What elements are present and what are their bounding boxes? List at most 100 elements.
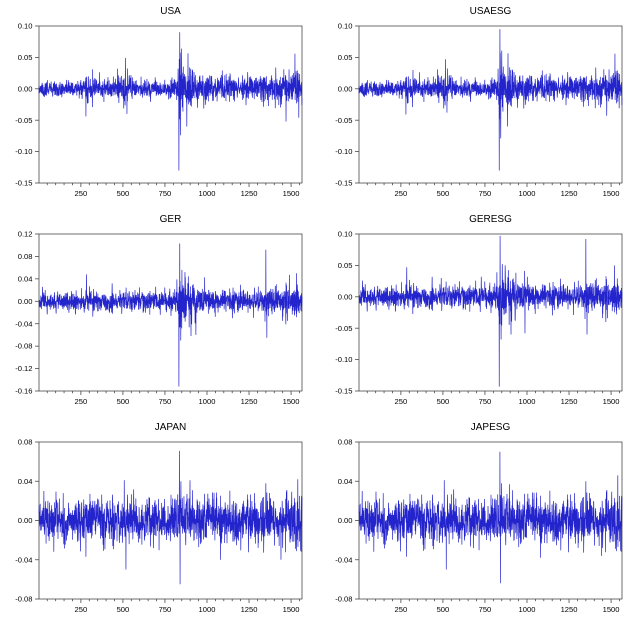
- series-line: [38, 450, 303, 585]
- y-tick-label: 0.10: [337, 22, 352, 31]
- x-tick-label: 1500: [602, 397, 619, 406]
- y-tick-label: 0.08: [18, 438, 33, 447]
- y-tick-label: -0.04: [15, 319, 32, 328]
- panel-ger: GER 0.12 0.08 0.04 0.00 -0.04 -0.08 -0.12 -0.16…: [0, 208, 320, 416]
- x-tick-label: 1000: [518, 605, 535, 614]
- x-tick-label: 750: [478, 397, 491, 406]
- series-line: [358, 451, 622, 584]
- x-tick-label: 250: [394, 605, 407, 614]
- axes-frame: [358, 233, 622, 392]
- x-tick-label: 1500: [283, 189, 300, 198]
- y-tick-label: -0.15: [15, 179, 32, 188]
- y-tick-label: 0.04: [18, 274, 33, 283]
- y-tick-label: -0.12: [15, 364, 32, 373]
- x-tick-label: 1500: [283, 397, 300, 406]
- panel-japesg: JAPESG 0.08 0.04 0.00 -0.04 -0.08 250 500 750 10…: [320, 416, 639, 624]
- chart-japan: JAPAN 0.08 0.04 0.00 -0.04 -0.08 250 500 750 100…: [15, 422, 303, 614]
- x-tick-label: 1500: [602, 605, 619, 614]
- panel-usaesg: USAESG 0.10 0.05 0.00 -0.05 -0.10 -0.15 250 500…: [320, 0, 639, 208]
- y-tick-label: 0.00: [18, 84, 33, 93]
- y-tick-label: 0.04: [18, 477, 33, 486]
- x-tick-label: 500: [117, 397, 130, 406]
- y-tick-label: 0.00: [337, 292, 352, 301]
- x-tick-label: 750: [478, 189, 491, 198]
- x-tick-label: 1250: [241, 397, 258, 406]
- x-tick-label: 1500: [283, 605, 300, 614]
- y-tick-label: 0.05: [18, 53, 33, 62]
- plot-area: 0.08 0.04 0.00 -0.04 -0.08 250 500 750 1000 1250 1…: [335, 438, 622, 614]
- panel-japan: JAPAN 0.08 0.04 0.00 -0.04 -0.08 250 500 750 100…: [0, 416, 320, 624]
- plot-area: 0.12 0.08 0.04 0.00 -0.04 -0.08 -0.12 -0.16 250 5…: [15, 230, 303, 406]
- x-tick-label: 1250: [241, 605, 258, 614]
- x-tick-label: 500: [436, 397, 449, 406]
- y-tick-label: 0.12: [18, 230, 33, 239]
- y-tick-label: 0.00: [18, 297, 33, 306]
- y-tick-label: 0.08: [18, 252, 33, 261]
- x-tick-label: 1000: [518, 397, 535, 406]
- y-tick-label: -0.10: [335, 355, 352, 364]
- chart-usaesg: USAESG 0.10 0.05 0.00 -0.05 -0.10 -0.15 250 500…: [335, 6, 622, 198]
- x-tick-label: 1250: [560, 189, 577, 198]
- x-tick-label: 750: [159, 605, 172, 614]
- x-tick-label: 500: [117, 189, 130, 198]
- plot-area: 0.10 0.05 0.00 -0.05 -0.10 -0.15 250 500 750 1000…: [335, 230, 622, 406]
- x-tick-label: 1000: [199, 605, 216, 614]
- x-tick-label: 250: [394, 397, 407, 406]
- axes-frame: [38, 25, 303, 184]
- chart-geresg: GERESG 0.10 0.05 0.00 -0.05 -0.10 -0.15 250 500…: [335, 214, 622, 406]
- chart-ger: GER 0.12 0.08 0.04 0.00 -0.04 -0.08 -0.12 -0.16…: [15, 214, 303, 406]
- y-tick-label: 0.04: [337, 477, 352, 486]
- y-tick-label: -0.15: [335, 387, 352, 396]
- axes-frame: [38, 233, 303, 392]
- y-tick-label: -0.10: [335, 147, 352, 156]
- y-tick-label: -0.08: [15, 595, 32, 604]
- chart-title: GERESG: [469, 214, 512, 225]
- y-tick-label: 0.00: [337, 84, 352, 93]
- x-tick-label: 1250: [560, 397, 577, 406]
- chart-japesg: JAPESG 0.08 0.04 0.00 -0.04 -0.08 250 500 750 10…: [335, 422, 622, 614]
- x-tick-label: 1250: [241, 189, 258, 198]
- series-line: [358, 235, 622, 387]
- plot-area: 0.10 0.05 0.00 -0.05 -0.10 -0.15 250 500 750 1000…: [335, 22, 622, 198]
- chart-title: JAPAN: [155, 422, 187, 433]
- x-tick-label: 750: [159, 397, 172, 406]
- x-tick-label: 750: [159, 189, 172, 198]
- chart-title: JAPESG: [470, 422, 510, 433]
- y-tick-label: 0.05: [337, 53, 352, 62]
- y-tick-label: 0.00: [18, 516, 33, 525]
- x-tick-label: 250: [75, 189, 88, 198]
- y-tick-label: -0.16: [15, 387, 32, 396]
- series-line: [358, 29, 622, 171]
- y-tick-label: 0.10: [337, 230, 352, 239]
- y-tick-label: -0.05: [15, 116, 32, 125]
- x-tick-label: 250: [75, 605, 88, 614]
- y-tick-label: -0.08: [335, 595, 352, 604]
- y-tick-label: -0.04: [335, 555, 352, 564]
- y-tick-label: 0.10: [18, 22, 33, 31]
- axes-frame: [358, 25, 622, 184]
- y-tick-label: -0.10: [15, 147, 32, 156]
- series-line: [38, 32, 303, 171]
- panel-usa: USA 0.10 0.05 0.00 -0.05 -0.10 -0.15 250 500 750…: [0, 0, 320, 208]
- chart-usa: USA 0.10 0.05 0.00 -0.05 -0.10 -0.15 250 500 750…: [15, 6, 303, 198]
- plot-area: 0.08 0.04 0.00 -0.04 -0.08 250 500 750 1000 1250 1…: [15, 438, 303, 614]
- x-tick-label: 500: [117, 605, 130, 614]
- chart-title: GER: [160, 214, 182, 225]
- x-tick-label: 250: [394, 189, 407, 198]
- y-tick-label: 0.00: [337, 516, 352, 525]
- x-tick-label: 500: [436, 605, 449, 614]
- x-tick-label: 250: [75, 397, 88, 406]
- x-tick-label: 1000: [199, 189, 216, 198]
- x-tick-label: 1250: [560, 605, 577, 614]
- x-tick-label: 1000: [199, 397, 216, 406]
- x-tick-label: 1500: [602, 189, 619, 198]
- series-line: [38, 243, 303, 387]
- y-tick-label: -0.08: [15, 342, 32, 351]
- x-tick-label: 1000: [518, 189, 535, 198]
- x-tick-label: 500: [436, 189, 449, 198]
- y-tick-label: -0.15: [335, 179, 352, 188]
- chart-title: USA: [160, 6, 181, 17]
- panel-geresg: GERESG 0.10 0.05 0.00 -0.05 -0.10 -0.15 250 500…: [320, 208, 639, 416]
- y-tick-label: -0.04: [15, 555, 32, 564]
- y-tick-label: -0.05: [335, 116, 352, 125]
